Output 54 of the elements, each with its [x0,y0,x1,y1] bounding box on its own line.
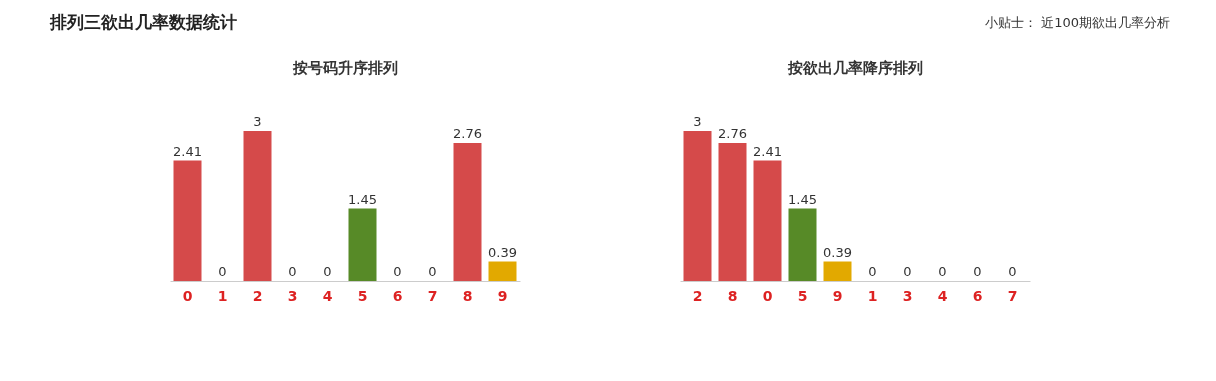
data-label: 0 [903,264,912,279]
x-tick-label: 4 [937,287,948,304]
bar [718,143,747,281]
x-tick-label: 4 [322,287,333,304]
data-label: 0 [323,264,332,279]
x-tick-label: 1 [867,287,878,304]
data-label: 0 [428,264,437,279]
bar [788,208,817,281]
data-label: 0.39 [823,244,852,260]
bar [683,131,712,281]
data-label: 0 [938,264,947,279]
data-label: 2.41 [173,143,202,159]
data-label: 0 [868,264,877,279]
chart-title: 按号码升序排列 [291,59,398,77]
bar [243,131,272,281]
data-label: 0.39 [488,244,517,260]
data-label: 0 [973,264,982,279]
x-tick-label: 3 [287,287,298,304]
data-label: 2.76 [453,126,482,141]
bar [823,261,852,281]
x-tick-label: 3 [902,287,913,304]
bar [348,208,377,281]
data-label: 3 [253,114,262,129]
x-tick-label: 9 [497,287,508,304]
chart-title: 按欲出几率降序排列 [786,59,923,77]
x-tick-label: 8 [462,287,473,304]
data-label: 0 [393,264,402,279]
x-tick-label: 2 [252,287,263,304]
bar [753,160,782,281]
x-tick-label: 9 [832,287,843,304]
bar [488,261,517,281]
x-tick-label: 8 [727,287,738,304]
data-label: 0 [288,264,297,279]
data-label: 3 [693,114,702,129]
x-tick-label: 0 [182,287,193,304]
bar [453,143,482,281]
x-tick-label: 5 [797,287,808,304]
x-tick-label: 6 [972,287,983,304]
x-tick-label: 2 [692,287,703,304]
text: 排列三欲出几率数据统计 [49,12,237,32]
data-label: 2.76 [718,126,747,141]
x-tick-label: 7 [1007,287,1018,304]
data-label: 1.45 [348,191,377,207]
data-label: 2.41 [753,143,782,159]
x-tick-label: 7 [427,287,438,304]
x-tick-label: 5 [357,287,368,304]
data-label: 1.45 [788,191,817,207]
x-tick-label: 1 [217,287,228,304]
data-label: 0 [218,264,227,279]
text: 小贴士： 近100期欲出几率分析 [985,15,1170,30]
data-label: 0 [1008,264,1017,279]
x-tick-label: 0 [762,287,773,304]
x-tick-label: 6 [392,287,403,304]
bar [173,160,202,281]
